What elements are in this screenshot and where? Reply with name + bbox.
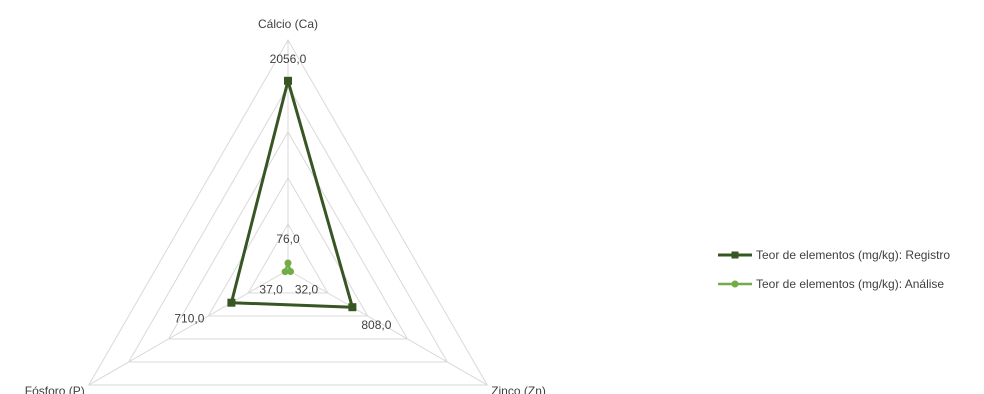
data-point	[227, 298, 236, 307]
data-label: 808,0	[361, 318, 391, 332]
data-labels: 2056,0 808,0 710,0 76,0 32,0 37,0	[174, 52, 391, 332]
grid-ring	[167, 130, 409, 340]
data-point	[284, 76, 292, 85]
legend-marker	[731, 280, 739, 288]
grid-spoke	[287, 269, 488, 386]
grid-ring	[127, 84, 449, 363]
legend-marker	[731, 251, 739, 259]
data-label: 710,0	[174, 312, 204, 326]
data-point	[284, 259, 292, 267]
grid-ring	[247, 222, 329, 294]
axis-label: Cálcio (Ca)	[258, 17, 318, 31]
grid-ring	[87, 39, 489, 386]
legend-entry: Teor de elementos (mg/kg): Registro	[756, 248, 950, 262]
data-label: 76,0	[276, 232, 300, 246]
data-point	[281, 268, 289, 276]
radar-grid	[87, 39, 489, 386]
legend: Teor de elementos (mg/kg): Registro Teor …	[718, 248, 950, 291]
series-group	[227, 76, 357, 312]
axis-labels: Cálcio (Ca) Zinco (Zn) Fósforo (P)	[25, 17, 546, 394]
series-line	[229, 79, 354, 309]
data-point	[287, 268, 294, 275]
axis-label: Fósforo (P)	[25, 384, 85, 394]
legend-entry: Teor de elementos (mg/kg): Análise	[756, 277, 944, 291]
grid-spoke	[88, 269, 289, 386]
data-label: 32,0	[295, 283, 319, 297]
data-label: 2056,0	[270, 52, 307, 66]
grid-ring	[207, 177, 369, 317]
data-point	[348, 303, 357, 312]
axis-label: Zinco (Zn)	[491, 384, 546, 394]
data-label: 37,0	[259, 283, 283, 297]
